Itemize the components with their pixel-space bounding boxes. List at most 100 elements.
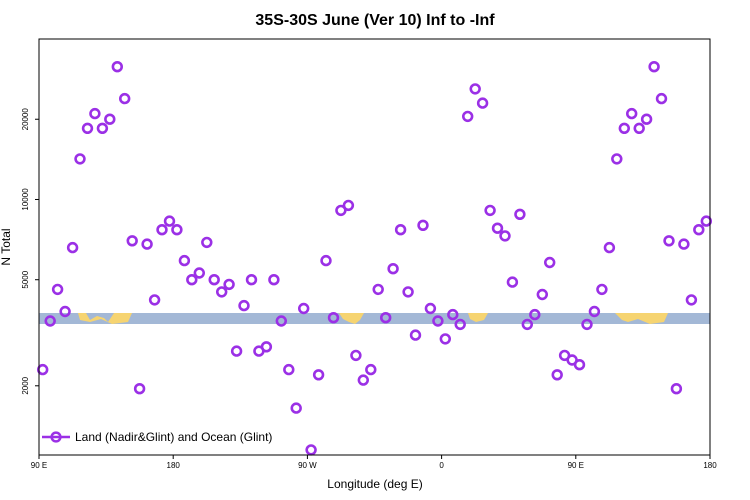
data-point: [596, 283, 608, 296]
data-point: [648, 60, 660, 73]
data-point: [454, 318, 466, 331]
data-point: [335, 204, 347, 217]
data-point: [417, 219, 429, 232]
data-point: [290, 402, 302, 414]
data-point: [365, 363, 377, 376]
data-point: [432, 315, 444, 327]
data-point: [59, 305, 71, 318]
data-point: [118, 92, 131, 105]
data-point: [260, 341, 273, 353]
data-point: [514, 208, 526, 221]
data-point: [283, 363, 295, 376]
data-point: [409, 329, 422, 341]
data-point: [663, 235, 675, 247]
data-point: [543, 256, 556, 269]
data-point: [700, 215, 712, 227]
y-axis: 2000 5000 10000 20000 N Total: [0, 108, 39, 395]
x-tick-label: 180: [703, 461, 717, 470]
data-point: [588, 305, 601, 318]
data-point: [133, 383, 146, 395]
y-tick-label: 20000: [21, 108, 30, 131]
data-point: [178, 254, 191, 267]
x-tick-label: 0: [439, 461, 444, 470]
ocean-band: [39, 313, 710, 324]
data-point: [245, 274, 258, 286]
plot-frame: [38, 38, 711, 456]
y-tick-label: 2000: [21, 376, 30, 394]
data-point: [342, 199, 355, 212]
data-point: [372, 283, 384, 296]
data-point: [581, 318, 593, 331]
x-tick-label: 90 W: [298, 461, 317, 470]
data-point: [462, 110, 474, 123]
data-point: [424, 302, 437, 315]
land-australia-right: [615, 313, 668, 324]
data-point: [387, 263, 399, 275]
data-point: [223, 278, 235, 291]
data-point: [156, 224, 168, 236]
data-point: [275, 315, 287, 327]
data-point: [36, 363, 49, 376]
data-point: [551, 369, 563, 381]
data-point: [402, 286, 414, 298]
data-point: [573, 359, 586, 371]
data-point: [111, 60, 124, 73]
y-tick-label: 5000: [21, 270, 30, 288]
data-point: [521, 318, 533, 331]
y-tick-label: 10000: [21, 188, 30, 211]
data-point: [305, 444, 317, 456]
legend: Land (Nadir&Glint) and Ocean (Glint): [42, 430, 272, 444]
data-point: [693, 224, 705, 236]
x-tick-label: 90 E: [31, 461, 47, 470]
data-point: [44, 315, 56, 327]
data-point: [66, 241, 79, 254]
data-points: [36, 60, 712, 456]
y-axis-label: N Total: [0, 228, 13, 265]
x-axis-label: Longitude (deg E): [327, 477, 422, 491]
data-point: [670, 383, 683, 395]
data-point: [603, 241, 616, 254]
data-point: [238, 299, 250, 312]
data-point: [476, 97, 489, 109]
data-point: [104, 113, 116, 125]
land-south-america: [339, 313, 364, 324]
data-point: [491, 222, 504, 234]
data-point: [81, 122, 94, 135]
data-point: [350, 349, 362, 362]
data-point: [74, 153, 86, 165]
data-point: [89, 107, 101, 120]
data-point: [640, 113, 653, 125]
data-point: [529, 308, 541, 321]
chart-title: 35S-30S June (Ver 10) Inf to -Inf: [255, 12, 495, 29]
data-point: [230, 345, 243, 357]
data-point: [536, 288, 548, 301]
data-point: [216, 286, 228, 298]
data-point: [96, 122, 109, 135]
data-point: [499, 230, 511, 242]
legend-marker: [50, 431, 62, 443]
data-point: [126, 235, 138, 247]
data-point: [186, 274, 198, 286]
data-point: [611, 153, 623, 165]
data-point: [193, 267, 206, 279]
data-point: [148, 294, 161, 306]
data-point: [447, 308, 459, 321]
data-point: [327, 312, 340, 324]
data-point: [633, 122, 645, 135]
data-point: [484, 204, 496, 217]
data-point: [685, 294, 698, 306]
x-tick-label: 90 E: [568, 461, 584, 470]
data-point: [268, 274, 280, 286]
data-point: [618, 122, 630, 135]
land-south-africa: [468, 313, 488, 322]
data-point: [506, 276, 519, 288]
data-point: [298, 302, 310, 315]
x-tick-label: 180: [167, 461, 181, 470]
legend-label: Land (Nadir&Glint) and Ocean (Glint): [75, 430, 272, 444]
data-point: [312, 369, 325, 381]
data-point: [469, 83, 481, 95]
data-point: [201, 236, 213, 249]
data-point: [439, 333, 451, 345]
data-point: [171, 224, 183, 236]
